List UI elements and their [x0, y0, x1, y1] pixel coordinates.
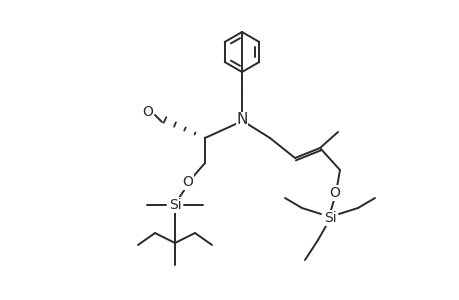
Text: O: O [182, 175, 193, 189]
Text: Si: Si [323, 211, 336, 225]
Text: N: N [236, 112, 247, 128]
Text: O: O [329, 186, 340, 200]
Text: Si: Si [168, 198, 181, 212]
Text: O: O [142, 105, 153, 119]
